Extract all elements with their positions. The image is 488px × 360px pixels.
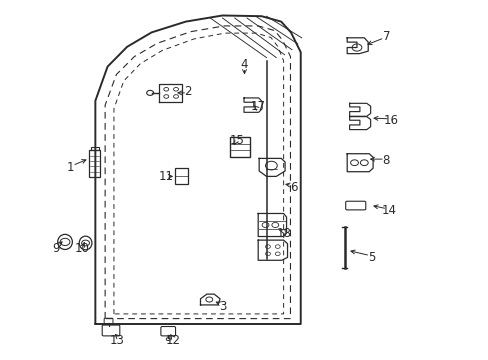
Text: 12: 12	[166, 334, 181, 347]
Text: 17: 17	[250, 100, 265, 113]
Text: 16: 16	[383, 114, 398, 127]
Text: 13: 13	[110, 334, 124, 347]
Text: 2: 2	[184, 85, 192, 98]
Text: 3: 3	[218, 300, 226, 313]
Text: 15: 15	[229, 134, 244, 147]
Text: 11: 11	[159, 170, 173, 183]
Text: 4: 4	[240, 58, 248, 71]
Text: 9: 9	[52, 242, 60, 255]
Text: 1: 1	[67, 161, 75, 174]
Text: 7: 7	[382, 30, 389, 42]
Text: 10: 10	[75, 242, 89, 255]
Text: 14: 14	[381, 204, 395, 217]
Text: 6: 6	[289, 181, 297, 194]
Text: 5: 5	[367, 251, 375, 264]
Text: 8: 8	[382, 154, 389, 167]
Text: 18: 18	[277, 227, 291, 240]
